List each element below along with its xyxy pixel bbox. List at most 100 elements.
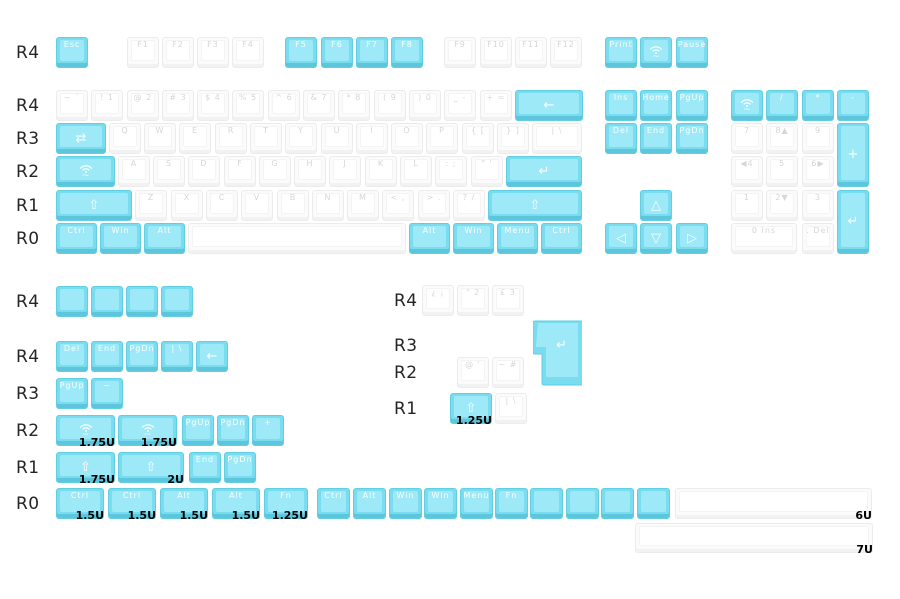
key-alt-1u: Alt: [353, 488, 386, 519]
key-legend: PgUp: [59, 381, 85, 390]
key-spacebar: [188, 223, 406, 254]
key-face: [554, 40, 578, 61]
key-face: [236, 93, 260, 114]
key-face: [644, 226, 668, 247]
key-face: [272, 93, 296, 114]
key-legend: * 8: [346, 93, 362, 102]
key-legend: End: [195, 455, 215, 464]
key-face: [164, 491, 204, 512]
key-face: [680, 93, 704, 114]
key-face: [245, 193, 269, 214]
size-label: 1.5U: [75, 509, 104, 522]
key-2: @ 2: [127, 90, 159, 121]
key-face: [770, 126, 794, 147]
key-face: [841, 93, 865, 114]
key-legend: F7: [366, 40, 378, 49]
size-label: 1.25U: [271, 509, 308, 522]
key-legend: G: [271, 159, 279, 168]
row-label-r3: R3: [394, 335, 418, 356]
key-face: [395, 126, 419, 147]
key-legend: ~ `: [63, 93, 81, 102]
key-fn-125: Fn: [264, 488, 308, 519]
row-label-r1: R1: [394, 398, 418, 419]
key-5: % 5: [232, 90, 264, 121]
key-face: [770, 93, 794, 114]
key-f8: F8: [391, 37, 423, 68]
key-j: J: [329, 156, 361, 187]
key-numpad-3: 3: [802, 190, 834, 221]
key-face: [254, 126, 278, 147]
row-label-r4: R4: [16, 291, 40, 312]
key-face: [298, 159, 322, 180]
key-legend: /: [780, 93, 784, 102]
key-legend: B: [289, 193, 297, 202]
row-label-r4: R4: [16, 42, 40, 63]
key-legend: ~: [103, 381, 111, 390]
key-legend: F6: [331, 40, 343, 49]
key-legend: F5: [295, 40, 307, 49]
key-iso-at: @ ': [457, 357, 489, 388]
row-label-r0: R0: [16, 228, 40, 249]
key-ctrl-15-a: Ctrl: [56, 488, 104, 519]
key-numpad-1: 1: [731, 190, 763, 221]
key-face: [219, 126, 243, 147]
key-face: [210, 193, 234, 214]
key-face: [201, 93, 225, 114]
key-face: [60, 344, 84, 365]
key-t: T: [250, 123, 282, 154]
key-legend: +: [264, 418, 272, 427]
key-shift-2u: ⇧: [118, 452, 184, 483]
key-legend: *: [815, 93, 821, 102]
key-arrow-up: △: [640, 190, 672, 221]
key-legend: +: [847, 146, 859, 162]
key-face: [448, 40, 472, 61]
key-d: D: [188, 156, 220, 187]
key-legend: PgDn: [679, 126, 705, 135]
key-legend: _ -: [453, 93, 467, 102]
key-face: [605, 491, 630, 512]
key-s: S: [153, 156, 185, 187]
key-face: [60, 381, 84, 402]
row-label-r1: R1: [16, 195, 40, 216]
key-iso-inverted: ¿ ¡: [422, 285, 454, 316]
key-legend: ▽: [651, 230, 661, 246]
key-spacebar-6u: [675, 488, 872, 519]
key-legend: Fn: [280, 491, 292, 500]
row-label-r2: R2: [16, 420, 40, 441]
key-face: [428, 491, 453, 512]
key-x: X: [171, 190, 203, 221]
key-arrow-right: ▷: [676, 223, 708, 254]
key-legend: 5: [778, 159, 786, 168]
key-face: [536, 126, 578, 147]
key-face: [236, 40, 260, 61]
key-face: [510, 159, 578, 180]
key-ctrl-15-b: Ctrl: [108, 488, 156, 519]
row-label-r2: R2: [394, 362, 418, 383]
key-legend: PgDn: [129, 344, 155, 353]
key-face: [609, 126, 633, 147]
key-enter: ↵: [506, 156, 582, 187]
key-legend: Esc: [63, 40, 81, 49]
key-face: [321, 491, 346, 512]
key-legend: ◀4: [740, 159, 754, 168]
key-iso-hash: ~ #: [492, 357, 524, 388]
key-numpad-6: 6▶: [802, 156, 834, 187]
key-lctrl: Ctrl: [56, 223, 97, 254]
key-face: [461, 288, 485, 309]
key-face: [268, 491, 304, 512]
key-face: [484, 40, 508, 61]
key-legend: ⇄: [75, 130, 87, 146]
key-v: V: [241, 190, 273, 221]
key-esc: Esc: [56, 37, 88, 68]
key-face: [192, 159, 216, 180]
key-numpad-wireless: ~: [731, 90, 763, 121]
key-end-alt: End: [91, 341, 123, 372]
key-face: [806, 226, 830, 247]
key-legend: } ]: [506, 126, 520, 135]
key-face: [131, 93, 155, 114]
key-face: [609, 40, 633, 61]
key-face: [60, 126, 102, 147]
key-legend: PgDn: [227, 455, 253, 464]
key-legend: △: [651, 197, 661, 213]
key-legend: " 2: [465, 288, 481, 297]
